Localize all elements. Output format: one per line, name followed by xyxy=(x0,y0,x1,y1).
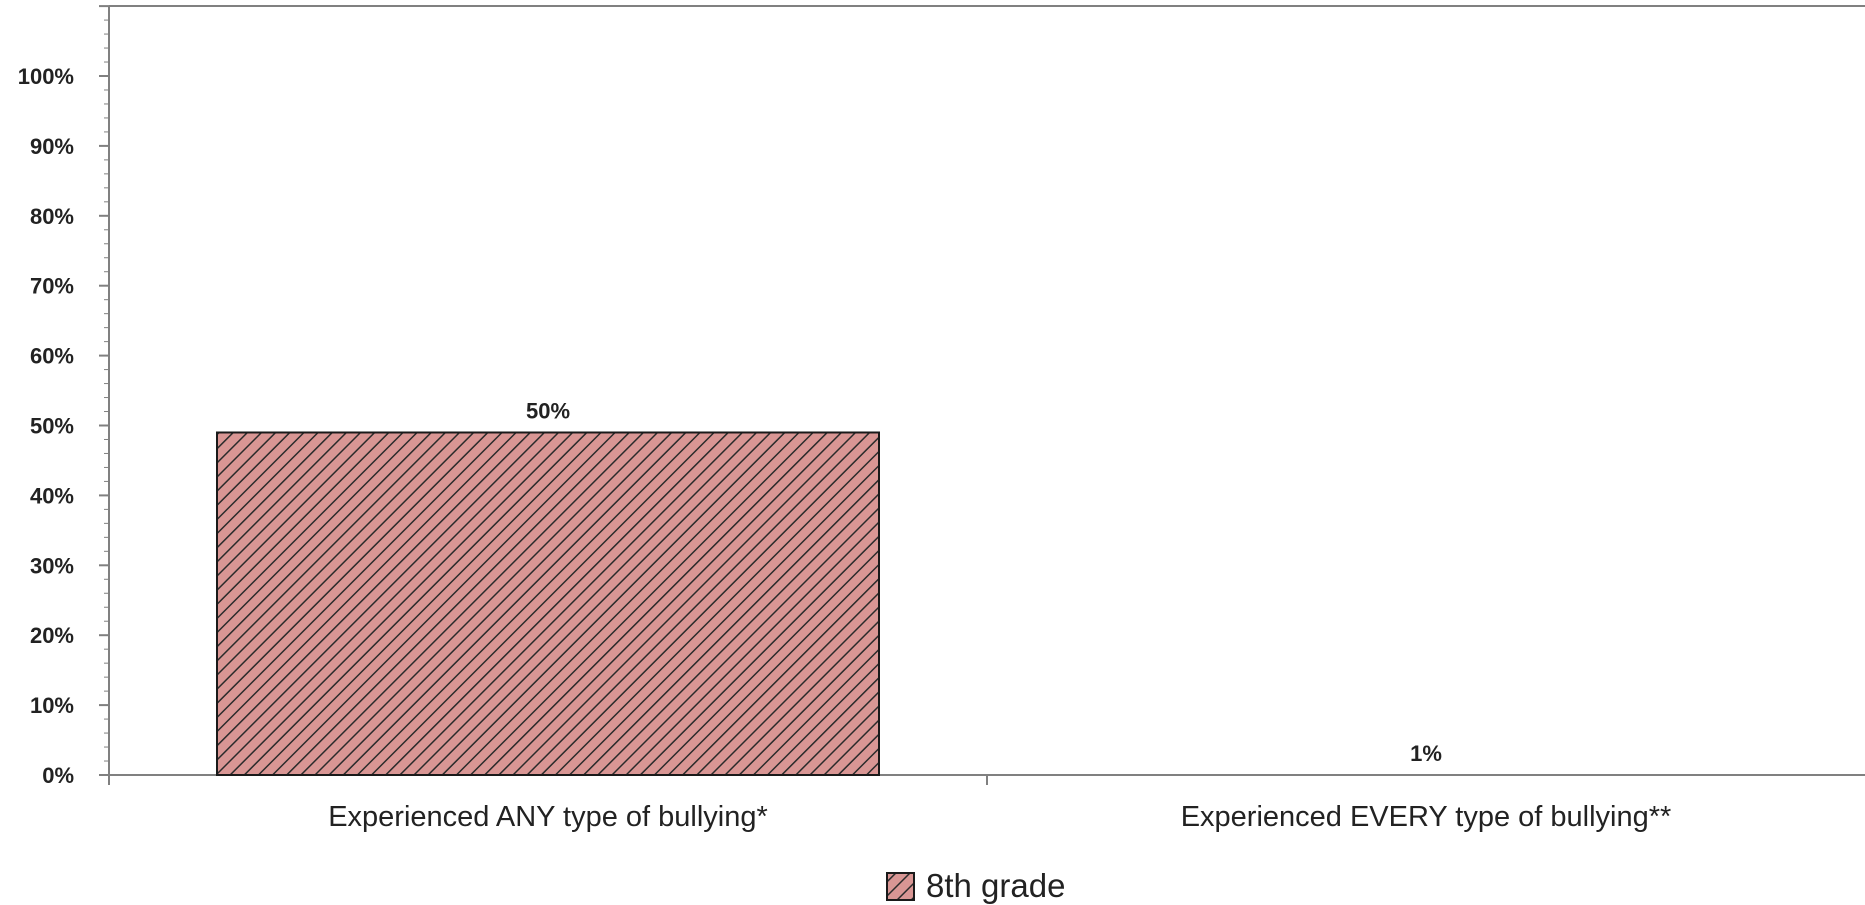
data-label: 1% xyxy=(1410,741,1442,766)
x-tick-labels: Experienced ANY type of bullying* Experie… xyxy=(328,801,1671,833)
y-tick-label: 80% xyxy=(30,204,74,229)
legend-label: 8th grade xyxy=(926,867,1065,904)
bar xyxy=(216,431,880,776)
bars xyxy=(216,431,880,776)
x-axis xyxy=(108,774,1865,785)
y-tick-label: 50% xyxy=(30,414,74,439)
y-tick-label: 100% xyxy=(18,64,74,89)
y-tick-label: 70% xyxy=(30,274,74,299)
y-tick-label: 60% xyxy=(30,344,74,369)
y-tick-label: 40% xyxy=(30,483,74,508)
y-tick-label: 90% xyxy=(30,134,74,159)
y-tick-label: 0% xyxy=(42,763,74,788)
y-axis: 0% 10% 20% 30% 40% 50% 60% 70% 80% 90% 100% xyxy=(18,5,1865,788)
data-label: 50% xyxy=(526,398,570,423)
data-labels: 50% 1% xyxy=(526,398,1442,766)
x-tick-label: Experienced EVERY type of bullying** xyxy=(1181,801,1672,833)
legend: 8th grade xyxy=(886,867,1065,904)
legend-swatch xyxy=(886,872,915,901)
y-tick-label: 30% xyxy=(30,553,74,578)
y-tick-label: 20% xyxy=(30,623,74,648)
y-tick-label: 10% xyxy=(30,693,74,718)
x-tick-label: Experienced ANY type of bullying* xyxy=(328,801,768,833)
